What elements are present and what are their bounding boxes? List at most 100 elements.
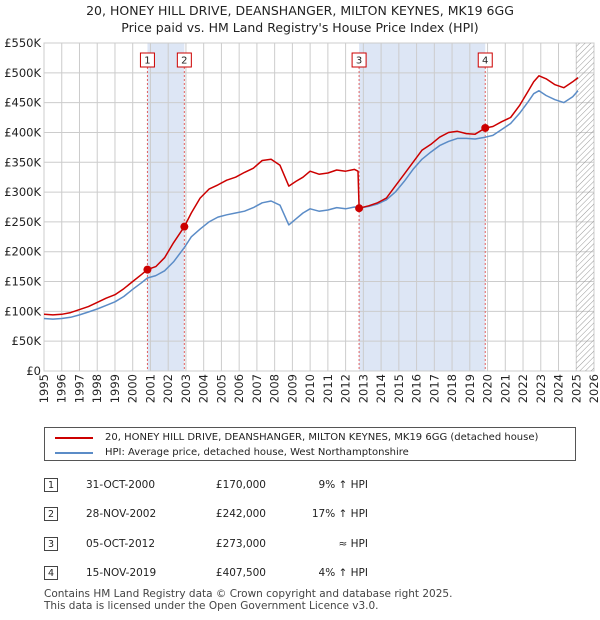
x-tick-label: 2021 (498, 374, 512, 403)
x-tick-label: 2016 (410, 374, 424, 403)
sale-hpi-comparison: ≈ HPI (338, 538, 368, 550)
y-tick-label: £200K (4, 245, 41, 259)
x-tick-label: 2020 (481, 374, 495, 403)
x-tick-label: 1999 (108, 374, 122, 403)
x-tick-label: 2011 (321, 374, 335, 403)
sale-marker-box (477, 52, 493, 68)
x-tick-label: 2009 (285, 374, 299, 403)
sale-date: 31-OCT-2000 (86, 479, 155, 491)
x-tick-label: 1998 (90, 374, 104, 403)
sale-hpi-comparison: 4% ↑ HPI (318, 567, 368, 579)
sale-point (481, 123, 490, 132)
y-tick-label: £400K (4, 125, 41, 139)
x-tick-label: 2007 (250, 374, 264, 403)
x-tick-label: 1995 (37, 374, 51, 403)
y-tick-label: £550K (4, 36, 41, 50)
sale-points (143, 123, 490, 274)
sale-price: £273,000 (215, 538, 266, 550)
table-row: 2 28-NOV-2002 £242,000 17% ↑ HPI (44, 507, 464, 523)
x-tick-label: 2002 (161, 374, 175, 403)
x-tick-label: 2012 (339, 374, 353, 403)
x-tick-label: 2004 (197, 374, 211, 403)
legend-label-hpi: HPI: Average price, detached house, West… (105, 447, 409, 458)
sale-number-badge: 2 (44, 507, 58, 521)
x-tick-label: 2005 (214, 374, 228, 403)
x-tick-label: 2015 (392, 374, 406, 403)
x-tick-label: 2017 (427, 374, 441, 403)
y-tick-label: £150K (4, 275, 41, 289)
x-tick-label: 2018 (445, 374, 459, 403)
table-row: 4 15-NOV-2019 £407,500 4% ↑ HPI (44, 566, 464, 582)
forecast-hatch (576, 43, 594, 371)
y-tick-label: £500K (4, 66, 41, 80)
legend-label-property: 20, HONEY HILL DRIVE, DEANSHANGER, MILTO… (105, 432, 539, 443)
shaded-period (359, 43, 486, 371)
chart-title: 20, HONEY HILL DRIVE, DEANSHANGER, MILTO… (0, 2, 600, 36)
x-tick-label: 2001 (143, 374, 157, 403)
sale-marker-box (139, 52, 155, 68)
sale-point (143, 265, 152, 274)
shaded-periods (147, 43, 486, 371)
sale-number-badge: 3 (44, 537, 58, 551)
sale-marker-boxes: 1 2 3 4 (139, 52, 493, 68)
x-tick-label: 2022 (516, 374, 530, 403)
grid-lines (43, 42, 595, 372)
hpi-line (43, 89, 579, 320)
x-tick-label: 2010 (303, 374, 317, 403)
x-tick-label: 2023 (534, 374, 548, 403)
sale-price: £170,000 (215, 479, 266, 491)
sale-point (180, 222, 189, 231)
x-tick-label: 2026 (587, 374, 600, 403)
sale-number-badge: 4 (44, 566, 58, 580)
sale-date: 05-OCT-2012 (86, 538, 155, 550)
shaded-period (147, 43, 185, 371)
sale-marker-box (351, 52, 367, 68)
x-tick-label: 1997 (72, 374, 86, 403)
x-tick-label: 2013 (356, 374, 370, 403)
y-tick-label: £300K (4, 185, 41, 199)
sale-point (355, 204, 364, 213)
footer-line1: Contains HM Land Registry data © Crown c… (44, 588, 453, 600)
sale-price: £242,000 (215, 508, 266, 520)
chart: 1 2 3 4 £0 £50K £100K £150K £200K £250K £300K £350… (4, 36, 600, 403)
y-tick-label: £350K (4, 155, 41, 169)
x-tick-label: 1996 (55, 374, 69, 403)
legend-item-property: 20, HONEY HILL DRIVE, DEANSHANGER, MILTO… (55, 430, 538, 445)
y-tick-label: £0 (26, 364, 41, 378)
x-tick-label: 2006 (232, 374, 246, 403)
sale-hpi-comparison: 9% ↑ HPI (318, 479, 368, 491)
series-lines (43, 75, 579, 320)
x-tick-label: 2008 (268, 374, 282, 403)
legend-swatch-property (55, 436, 93, 439)
legend-swatch-hpi (55, 451, 93, 454)
x-tick-label: 2024 (552, 374, 566, 403)
chart-title-line2: Price paid vs. HM Land Registry's House … (121, 20, 479, 35)
table-row: 1 31-OCT-2000 £170,000 9% ↑ HPI (44, 478, 464, 494)
x-axis: 1995 1996 1997 1998 1999 2000 2001 2002 2003 2004… (37, 374, 600, 403)
sale-hpi-comparison: 17% ↑ HPI (311, 508, 368, 520)
plot-frame (43, 42, 595, 372)
footer-line2: This data is licensed under the Open Gov… (44, 600, 379, 612)
y-tick-label: £50K (12, 334, 42, 348)
legend: 20, HONEY HILL DRIVE, DEANSHANGER, MILTO… (44, 427, 576, 461)
x-tick-label: 2003 (179, 374, 193, 403)
y-axis: £0 £50K £100K £150K £200K £250K £300K £350K £400… (4, 36, 41, 378)
x-tick-label: 2019 (463, 374, 477, 403)
y-tick-label: £250K (4, 215, 41, 229)
sale-marker-box (176, 52, 192, 68)
table-row: 3 05-OCT-2012 £273,000 ≈ HPI (44, 537, 464, 553)
sale-marker-label: 3 (356, 56, 362, 67)
sale-marker-label: 2 (181, 56, 187, 67)
sale-marker-label: 4 (482, 56, 488, 67)
sale-price: £407,500 (215, 567, 266, 579)
x-tick-label: 2000 (126, 374, 140, 403)
property-price-line (43, 75, 579, 316)
x-tick-label: 2025 (569, 374, 583, 403)
sale-date: 15-NOV-2019 (86, 567, 157, 579)
y-tick-label: £100K (4, 304, 41, 318)
chart-title-line1: 20, HONEY HILL DRIVE, DEANSHANGER, MILTO… (86, 3, 514, 18)
sale-date: 28-NOV-2002 (86, 508, 157, 520)
sale-number-badge: 1 (44, 478, 58, 492)
footer-attribution: Contains HM Land Registry data © Crown c… (44, 588, 452, 612)
sale-marker-label: 1 (144, 56, 150, 67)
